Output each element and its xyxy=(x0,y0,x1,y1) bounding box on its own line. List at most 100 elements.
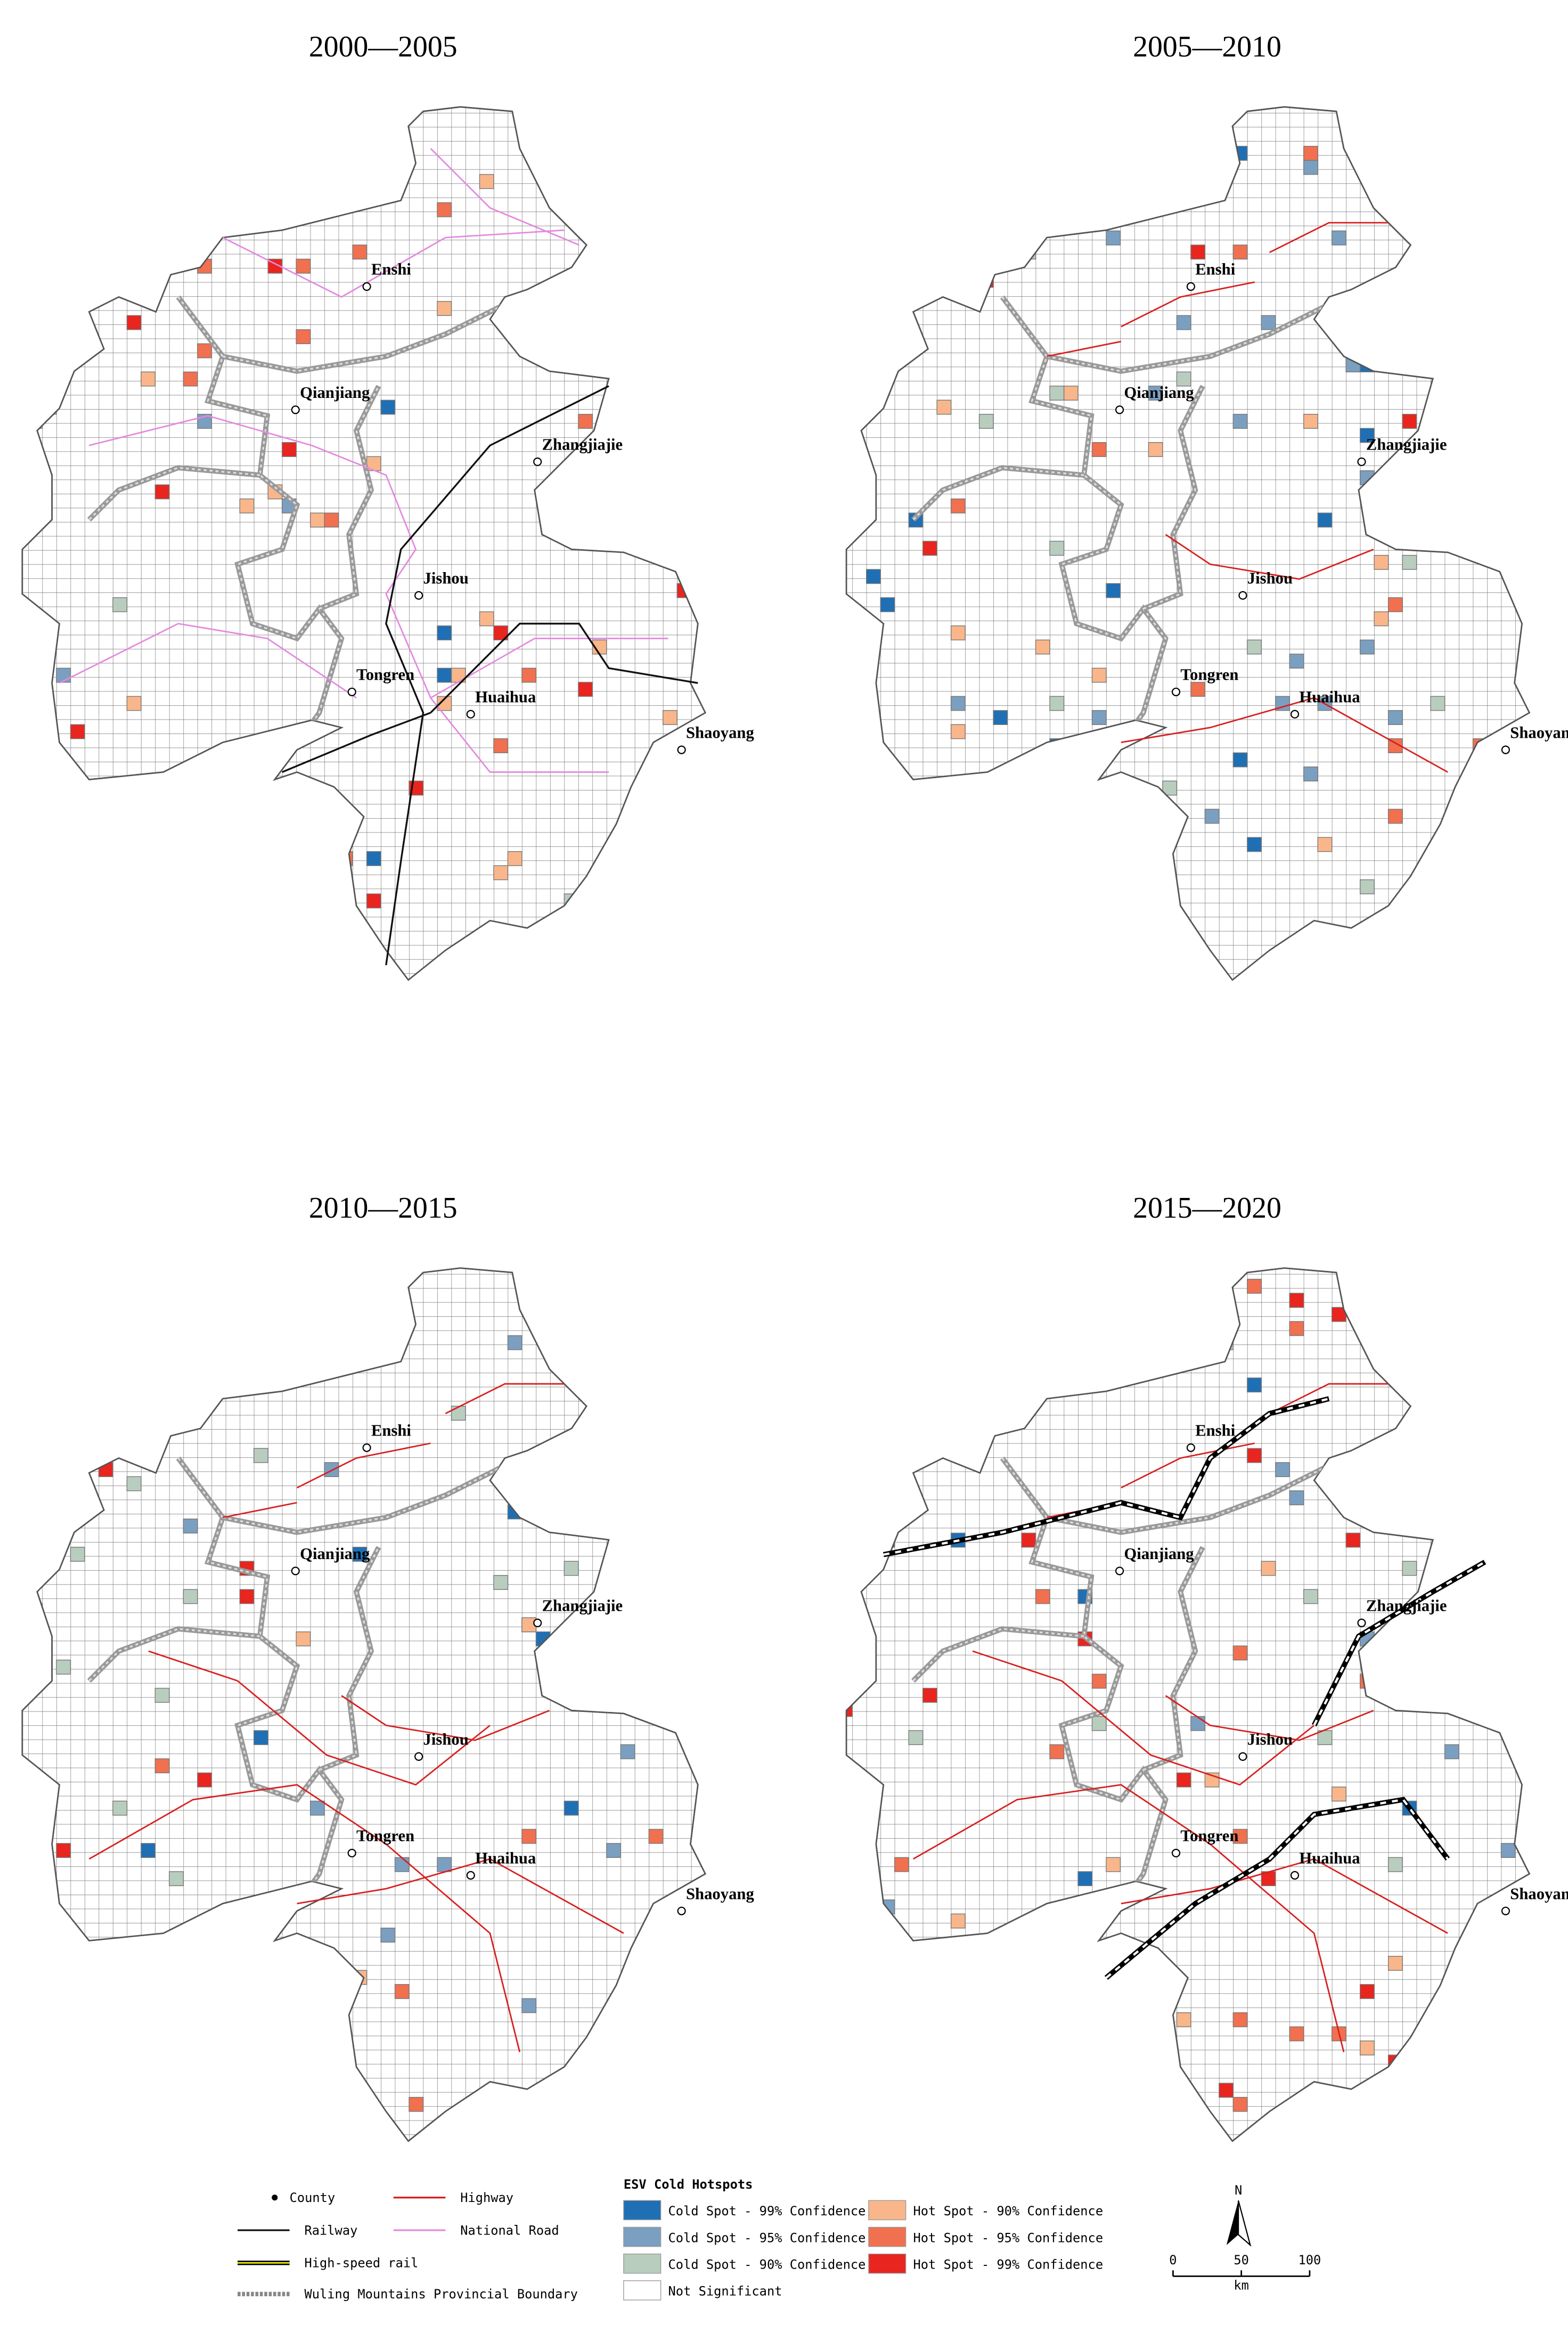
panel-title: 2010—2015 xyxy=(309,1192,458,1225)
spot-cell xyxy=(1303,2097,1318,2112)
city-label: Enshi xyxy=(371,260,411,279)
spot-cell xyxy=(1387,1955,1403,1971)
spot-cell xyxy=(1176,315,1191,330)
spot-cell xyxy=(1374,554,1389,570)
spot-cell xyxy=(535,1631,551,1646)
spot-cell xyxy=(1303,2097,1318,2112)
legend-swatch xyxy=(623,2280,662,2301)
spot-cell xyxy=(1444,1744,1459,1759)
spot-cell xyxy=(978,837,994,852)
city-label: Huaihua xyxy=(475,1849,536,1867)
spot-cell xyxy=(550,921,565,937)
spot-cell xyxy=(1472,1645,1488,1661)
legend-label: National Road xyxy=(460,2223,559,2238)
spot-cell xyxy=(1289,1321,1304,1336)
spot-cell xyxy=(70,1546,85,1562)
spot-cell xyxy=(394,1307,410,1322)
spot-cell xyxy=(211,2068,226,2084)
spot-cell xyxy=(1106,1899,1121,1914)
spot-cell xyxy=(1500,1998,1516,2013)
spot-cell xyxy=(296,1363,311,1379)
highway xyxy=(88,1383,624,2052)
spot-cell xyxy=(197,907,212,923)
spot-cell xyxy=(1303,766,1318,781)
county-marker xyxy=(533,1618,542,1627)
spot-cell xyxy=(578,414,593,429)
spot-cell xyxy=(1035,1589,1050,1604)
spot-cell xyxy=(126,696,142,711)
city-label: Shaoyang xyxy=(1510,1885,1568,1903)
spot-cell xyxy=(296,1631,311,1646)
spot-cell xyxy=(648,1829,664,1844)
county-marker xyxy=(1171,1848,1181,1858)
spot-cell xyxy=(1219,2083,1234,2098)
spot-cell xyxy=(296,258,311,274)
spot-cell xyxy=(1077,1871,1093,1886)
spot-cell xyxy=(56,667,71,683)
spot-cell xyxy=(1148,442,1163,457)
spot-cell xyxy=(352,244,368,260)
city-label: Enshi xyxy=(1195,1422,1235,1440)
county-marker xyxy=(362,282,371,291)
spot-cell xyxy=(84,1434,100,1449)
spot-cell xyxy=(267,132,283,147)
spot-cell xyxy=(1091,442,1107,457)
county-marker xyxy=(414,591,423,600)
spot-cell xyxy=(1120,823,1135,838)
legend-swatch xyxy=(868,2200,907,2221)
spot-cell xyxy=(141,371,156,387)
spot-cell xyxy=(852,1787,867,1802)
spot-cell xyxy=(1091,710,1107,725)
spot-cell xyxy=(1261,315,1276,330)
spot-cell xyxy=(1035,639,1050,655)
spot-cell xyxy=(324,1462,339,1477)
county-marker xyxy=(347,687,356,697)
spot-cell xyxy=(70,921,85,937)
highway xyxy=(1047,222,1448,773)
spot-cell xyxy=(197,343,212,358)
spot-cell xyxy=(1049,1744,1065,1759)
spot-cell xyxy=(1289,1490,1304,1505)
spot-cell xyxy=(1176,1772,1191,1788)
spot-cell xyxy=(239,498,255,513)
city-label: Jishou xyxy=(423,569,469,588)
spot-cell xyxy=(1303,414,1318,429)
region-fill xyxy=(846,107,1530,980)
spot-cell xyxy=(1232,414,1248,429)
spot-cell xyxy=(1289,1293,1304,1308)
spot-cell xyxy=(479,174,494,189)
spot-cell xyxy=(126,1476,142,1491)
spot-cell xyxy=(1190,244,1206,260)
spot-cell xyxy=(56,1659,71,1675)
spot-cell xyxy=(1106,2026,1121,2042)
spot-cell xyxy=(1444,1434,1459,1449)
city-label: Zhangjiajie xyxy=(1366,1597,1447,1615)
spot-cell xyxy=(380,399,396,415)
spot-cell xyxy=(112,1420,128,1435)
spot-cell xyxy=(0,696,14,710)
spot-cell xyxy=(1091,667,1107,683)
county-marker xyxy=(1171,687,1181,697)
spot-cell xyxy=(437,202,452,217)
spot-cell xyxy=(112,1377,128,1393)
spot-cell xyxy=(1247,1278,1262,1294)
scale-label: 100 xyxy=(1298,2253,1321,2268)
county-marker xyxy=(1501,1906,1510,1915)
spot-cell xyxy=(1402,554,1417,570)
legend-label: Hot Spot - 95% Confidence xyxy=(913,2230,1104,2245)
legend-label: Cold Spot - 95% Confidence xyxy=(668,2230,866,2245)
city-label: Jishou xyxy=(423,1730,469,1748)
legend-title: ESV Cold Hotspots xyxy=(624,2177,753,2192)
spot-cell xyxy=(1360,470,1375,485)
spot-cell xyxy=(183,188,198,203)
provincial-boundary-inner xyxy=(177,296,343,765)
legend-label: Wuling Mountains Provincial Boundary xyxy=(305,2287,578,2302)
spot-cell xyxy=(894,921,909,937)
spot-cell xyxy=(70,724,85,739)
spot-cell xyxy=(908,921,924,937)
provincial-boundary-inner xyxy=(177,1457,343,1927)
spot-cell xyxy=(1387,1857,1403,1872)
spot-cell xyxy=(0,1970,14,1984)
legend-swatch xyxy=(868,2253,907,2274)
spot-cell xyxy=(282,442,297,457)
